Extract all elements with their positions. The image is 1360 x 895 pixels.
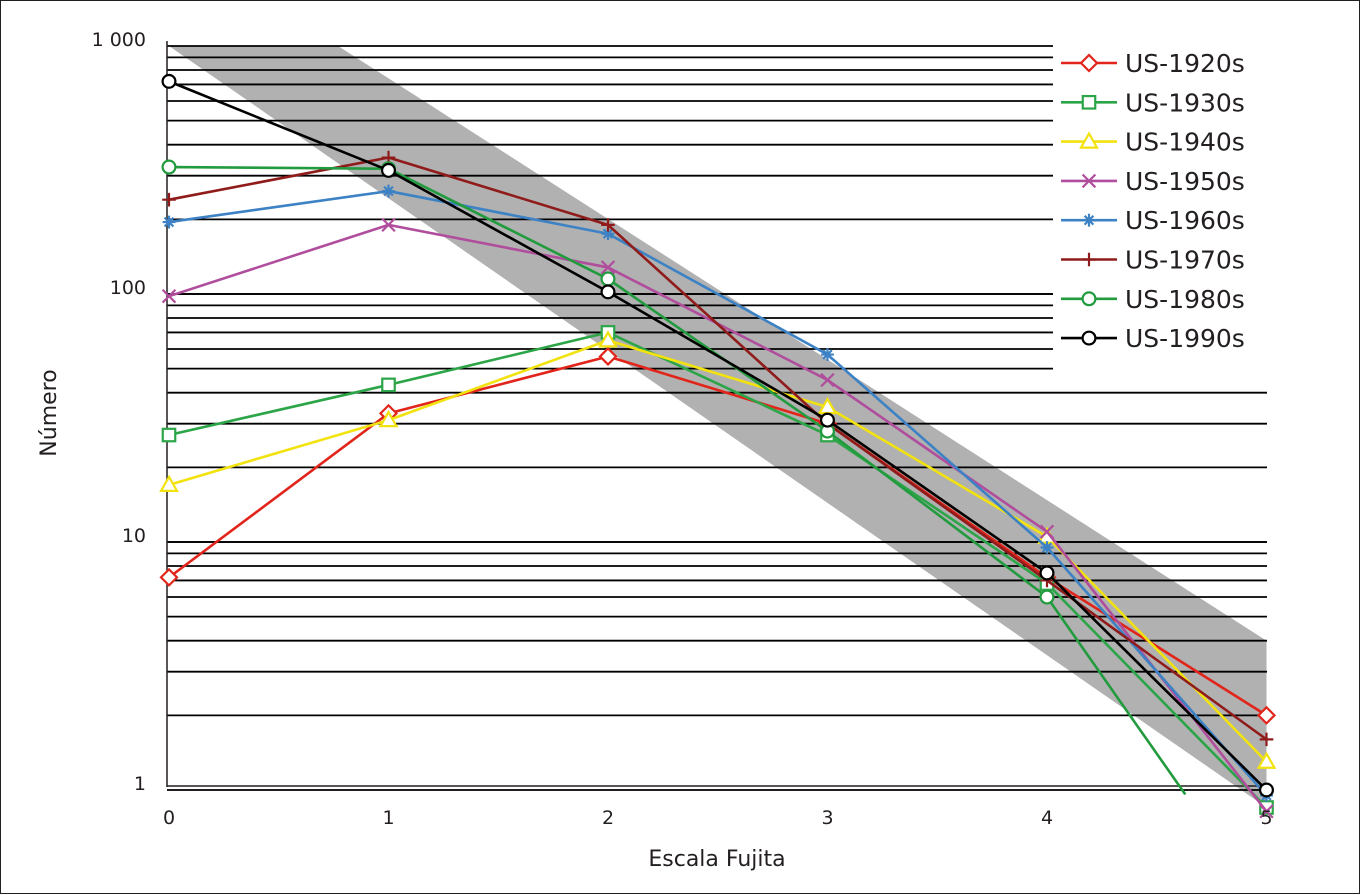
marker-x: [381, 217, 396, 233]
legend-label: US-1920s: [1125, 49, 1245, 78]
marker-triangle: [1256, 751, 1277, 769]
x-tick-label: 4: [1041, 807, 1053, 829]
marker-asterisk: [601, 227, 615, 241]
marker-x: [1039, 524, 1055, 539]
legend-label: US-1930s: [1125, 88, 1245, 117]
legend-item: US-1920s: [1061, 49, 1245, 78]
legend-item: US-1940s: [1061, 128, 1245, 157]
x-tick-label: 5: [1260, 807, 1272, 829]
y-tick-label: 1 000: [92, 29, 146, 51]
x-tick-label: 2: [602, 807, 614, 829]
marker-square: [1081, 94, 1097, 110]
marker-circle: [161, 159, 177, 175]
legend-item: US-1980s: [1061, 285, 1245, 314]
marker-x: [1081, 173, 1097, 189]
legend-label: US-1940s: [1125, 128, 1245, 157]
marker-x: [1259, 804, 1274, 819]
marker-diamond: [159, 567, 179, 587]
y-axis-title: Número: [37, 369, 62, 456]
marker-asterisk: [821, 348, 834, 361]
marker-asterisk: [162, 215, 176, 229]
marker-diamond: [1079, 53, 1099, 73]
legend-label: US-1950s: [1125, 167, 1245, 196]
legend-item: US-1960s: [1061, 206, 1245, 235]
x-tick-label: 0: [163, 807, 175, 829]
marker-plus: [601, 218, 615, 232]
series-line: [168, 189, 1268, 797]
marker-circle: [600, 271, 616, 287]
marker-circle: [1081, 330, 1097, 346]
marker-plus: [162, 192, 176, 207]
marker-x: [161, 288, 177, 304]
marker-triangle: [1079, 131, 1099, 149]
y-tick-label: 100: [110, 277, 146, 299]
legend-item: US-1950s: [1061, 167, 1245, 196]
series-line: [168, 156, 1268, 741]
legend-label: US-1970s: [1125, 246, 1245, 275]
marker-circle: [1039, 589, 1055, 605]
marker-asterisk: [1082, 213, 1096, 227]
marker-circle: [1258, 782, 1274, 798]
y-tick-label: 1: [134, 773, 146, 795]
marker-diamond: [1256, 705, 1277, 725]
marker-circle: [1081, 291, 1097, 307]
x-axis-title: Escala Fujita: [648, 847, 785, 872]
y-tick-label: 10: [122, 525, 146, 547]
marker-asterisk: [382, 184, 395, 198]
marker-triangle: [159, 474, 179, 492]
series-line: [168, 355, 1268, 717]
series-line: [168, 331, 1268, 809]
x-tick-label: 3: [821, 807, 833, 829]
marker-x: [820, 372, 835, 388]
x-tick-label: 1: [382, 807, 394, 829]
series-line: [168, 80, 1268, 791]
marker-circle: [381, 162, 397, 178]
legend-item: US-1970s: [1061, 246, 1245, 275]
series-line: [168, 339, 1268, 763]
legend-label: US-1990s: [1125, 324, 1245, 353]
legend-item: US-1990s: [1061, 324, 1245, 353]
marker-asterisk: [1040, 541, 1054, 554]
marker-circle: [819, 412, 835, 428]
marker-circle: [600, 284, 616, 300]
marker-triangle: [378, 409, 399, 428]
series-us-1990s: [161, 73, 1274, 798]
marker-square: [381, 377, 396, 393]
marker-plus: [1082, 252, 1096, 267]
marker-circle: [161, 73, 177, 89]
marker-circle: [1039, 565, 1055, 581]
marker-square: [161, 427, 177, 443]
legend-label: US-1960s: [1125, 206, 1245, 235]
legend-label: US-1980s: [1125, 285, 1245, 314]
series-line: [168, 165, 1187, 796]
marker-x: [600, 260, 616, 275]
marker-plus: [1259, 732, 1274, 747]
marker-diamond: [598, 346, 618, 367]
legend-item: US-1930s: [1061, 88, 1245, 117]
series-us-1980s: [161, 159, 1187, 796]
marker-triangle: [598, 330, 618, 348]
